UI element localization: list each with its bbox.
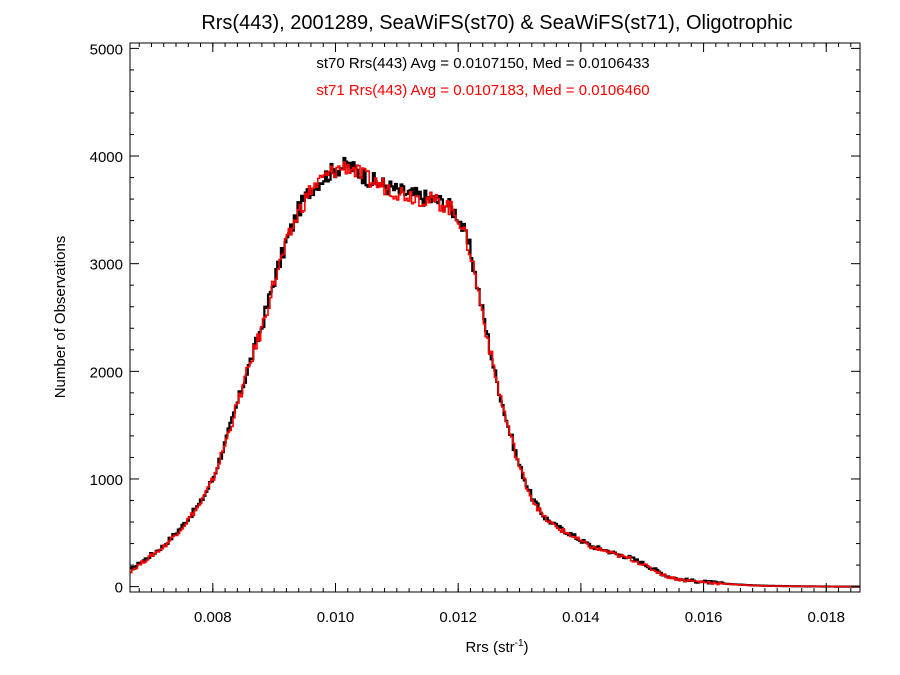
y-tick-label: 5000 <box>90 41 123 58</box>
y-axis-label: Number of Observations <box>52 236 69 399</box>
x-axis-label-end: ) <box>524 639 529 656</box>
x-tick-label: 0.012 <box>439 609 477 626</box>
y-tick-label: 0 <box>115 580 123 597</box>
plot-area: 0.008 0.010 0.012 0.014 0.016 0.018 0 1000 2000 3… <box>90 41 861 626</box>
annotation-st70: st70 Rrs(443) Avg = 0.0107150, Med = 0.0… <box>316 55 649 72</box>
x-tick-label: 0.016 <box>685 609 723 626</box>
x-axis-label: Rrs (str-1) <box>465 638 528 656</box>
y-tick-label: 1000 <box>90 472 123 489</box>
x-tick-label: 0.008 <box>194 609 232 626</box>
y-tick-label: 2000 <box>90 364 123 381</box>
series-st71-line <box>130 161 860 588</box>
x-tick-label: 0.014 <box>562 609 600 626</box>
chart-title: Rrs(443), 2001289, SeaWiFS(st70) & SeaWi… <box>201 12 792 34</box>
x-axis-label-base: Rrs (str <box>465 639 514 656</box>
ticks-layer: 0.008 0.010 0.012 0.014 0.016 0.018 0 1000 2000 3… <box>90 41 860 626</box>
x-tick-label: 0.018 <box>807 609 845 626</box>
annotation-st71: st71 Rrs(443) Avg = 0.0107183, Med = 0.0… <box>316 82 649 99</box>
x-tick-label: 0.010 <box>317 609 355 626</box>
x-axis-label-superscript: -1 <box>515 638 524 649</box>
y-tick-label: 3000 <box>90 257 123 274</box>
y-tick-label: 4000 <box>90 149 123 166</box>
series-layer <box>130 156 860 588</box>
